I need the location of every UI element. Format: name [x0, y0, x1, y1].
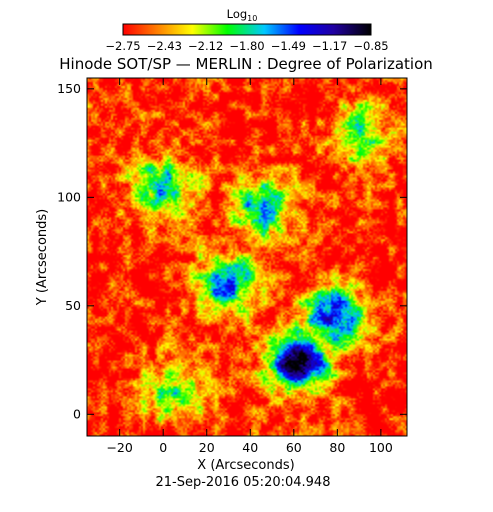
polarization-heatmap	[87, 78, 407, 436]
x-tick-label: 40	[242, 440, 258, 455]
colorbar-tick-label: −2.12	[188, 39, 223, 53]
y-tick-label: 50	[65, 298, 81, 313]
plot-frame	[86, 77, 408, 437]
timestamp: 21-Sep-2016 05:20:04.948	[156, 475, 331, 490]
colorbar-tick-label: −2.75	[105, 39, 140, 53]
y-tick-label: 0	[73, 406, 81, 421]
y-tick-label: 150	[57, 81, 81, 96]
colorbar	[122, 23, 372, 36]
y-tick-label: 100	[57, 189, 81, 204]
x-tick-label: 60	[286, 440, 302, 455]
colorbar-tick-label: −1.17	[312, 39, 347, 53]
colorbar-title: Log10	[227, 7, 258, 23]
y-axis-title: Y (Arcseconds)	[35, 209, 50, 306]
x-tick-label: 20	[199, 440, 215, 455]
x-tick-label: −20	[106, 440, 132, 455]
colorbar-tick-label: −1.49	[271, 39, 306, 53]
x-tick-label: 0	[159, 440, 167, 455]
x-axis-title: X (Arcseconds)	[197, 458, 294, 473]
x-tick-label: 100	[369, 440, 393, 455]
x-tick-label: 80	[329, 440, 345, 455]
colorbar-tick-labels: −2.75 −2.43 −2.12 −1.80 −1.49 −1.17 −0.85	[105, 39, 388, 53]
chart-title: Hinode SOT/SP — MERLIN : Degree of Polar…	[59, 55, 433, 73]
colorbar-tick-label: −2.43	[147, 39, 182, 53]
axis-ticks: −20 0 20 40 60 80 100 0 50 100 150	[57, 78, 407, 455]
colorbar-tick-label: −0.85	[353, 39, 388, 53]
colorbar-tick-label: −1.80	[229, 39, 264, 53]
